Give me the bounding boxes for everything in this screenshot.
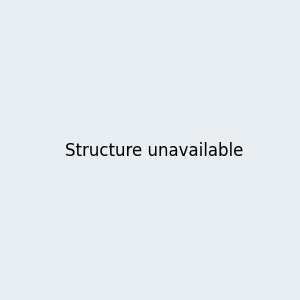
Text: Structure unavailable: Structure unavailable <box>64 142 243 160</box>
